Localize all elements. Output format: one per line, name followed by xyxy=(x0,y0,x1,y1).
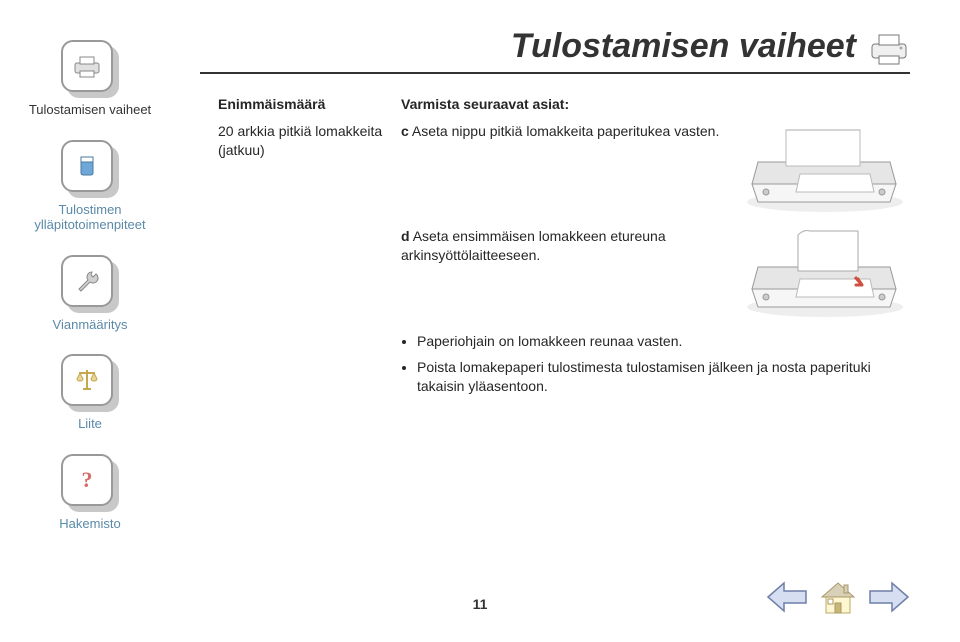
step-c-text: c Aseta nippu pitkiä lomakkeita paperitu… xyxy=(401,122,726,141)
home-button[interactable] xyxy=(816,577,860,622)
sidebar-item-label[interactable]: Liite xyxy=(15,416,165,432)
list-item: Paperiohjain on lomakkeen reunaa vasten. xyxy=(417,332,910,352)
nav-icon-wrap: ? xyxy=(61,454,119,512)
step-body: Aseta ensimmäisen lomakkeen etureuna ark… xyxy=(401,228,666,263)
bullet-list: Paperiohjain on lomakkeen reunaa vasten.… xyxy=(401,332,910,397)
sidebar-item-label[interactable]: Tulostamisen vaiheet xyxy=(15,102,165,118)
nav-icon-wrap xyxy=(61,40,119,98)
sidebar-item-printing-steps[interactable]: Tulostamisen vaiheet xyxy=(15,40,165,118)
sidebar: Tulostamisen vaiheet Tulostimen ylläpito… xyxy=(0,40,180,532)
printer-icon xyxy=(61,40,113,92)
ink-icon xyxy=(61,140,113,192)
sidebar-item-label[interactable]: Vianmääritys xyxy=(15,317,165,333)
wrench-icon xyxy=(61,255,113,307)
column-right: Varmista seuraavat asiat: c Aseta nippu … xyxy=(401,96,910,403)
footer-nav xyxy=(766,577,910,622)
table-header-right: Varmista seuraavat asiat: xyxy=(401,96,910,122)
sidebar-item-appendix[interactable]: Liite xyxy=(15,354,165,432)
step-letter: d xyxy=(401,228,410,244)
printer-illustration-d xyxy=(740,227,910,322)
content-table: Enimmäismäärä 20 arkkia pitkiä lomakkeit… xyxy=(218,96,910,403)
step-letter: c xyxy=(401,123,409,139)
nav-icon-wrap xyxy=(61,140,119,198)
sidebar-item-index[interactable]: ? Hakemisto xyxy=(15,454,165,532)
step-body: Aseta nippu pitkiä lomakkeita paperituke… xyxy=(412,123,719,139)
table-cell-left: 20 arkkia pitkiä lomakkeita (jatkuu) xyxy=(218,122,383,160)
prev-page-button[interactable] xyxy=(766,579,808,620)
printer-icon xyxy=(868,28,910,70)
list-item: Poista lomakepaperi tulostimesta tulosta… xyxy=(417,358,910,397)
scales-icon xyxy=(61,354,113,406)
table-header-left: Enimmäismäärä xyxy=(218,96,383,122)
page-header: Tulostamisen vaiheet xyxy=(200,14,910,74)
sidebar-item-label[interactable]: Tulostimen ylläpitotoimenpiteet xyxy=(15,202,165,233)
page-title: Tulostamisen vaiheet xyxy=(200,27,864,66)
page-number: 11 xyxy=(473,596,488,612)
sidebar-item-label[interactable]: Hakemisto xyxy=(15,516,165,532)
nav-icon-wrap xyxy=(61,255,119,313)
sidebar-item-troubleshooting[interactable]: Vianmääritys xyxy=(15,255,165,333)
question-icon: ? xyxy=(61,454,113,506)
column-left: Enimmäismäärä 20 arkkia pitkiä lomakkeit… xyxy=(218,96,383,403)
step-c-row: c Aseta nippu pitkiä lomakkeita paperitu… xyxy=(401,122,910,217)
step-d-text: d Aseta ensimmäisen lomakkeen etureuna a… xyxy=(401,227,726,265)
nav-icon-wrap xyxy=(61,354,119,412)
printer-illustration-c xyxy=(740,122,910,217)
sidebar-item-maintenance[interactable]: Tulostimen ylläpitotoimenpiteet xyxy=(15,140,165,233)
step-d-row: d Aseta ensimmäisen lomakkeen etureuna a… xyxy=(401,227,910,322)
next-page-button[interactable] xyxy=(868,579,910,620)
svg-text:?: ? xyxy=(82,467,93,492)
